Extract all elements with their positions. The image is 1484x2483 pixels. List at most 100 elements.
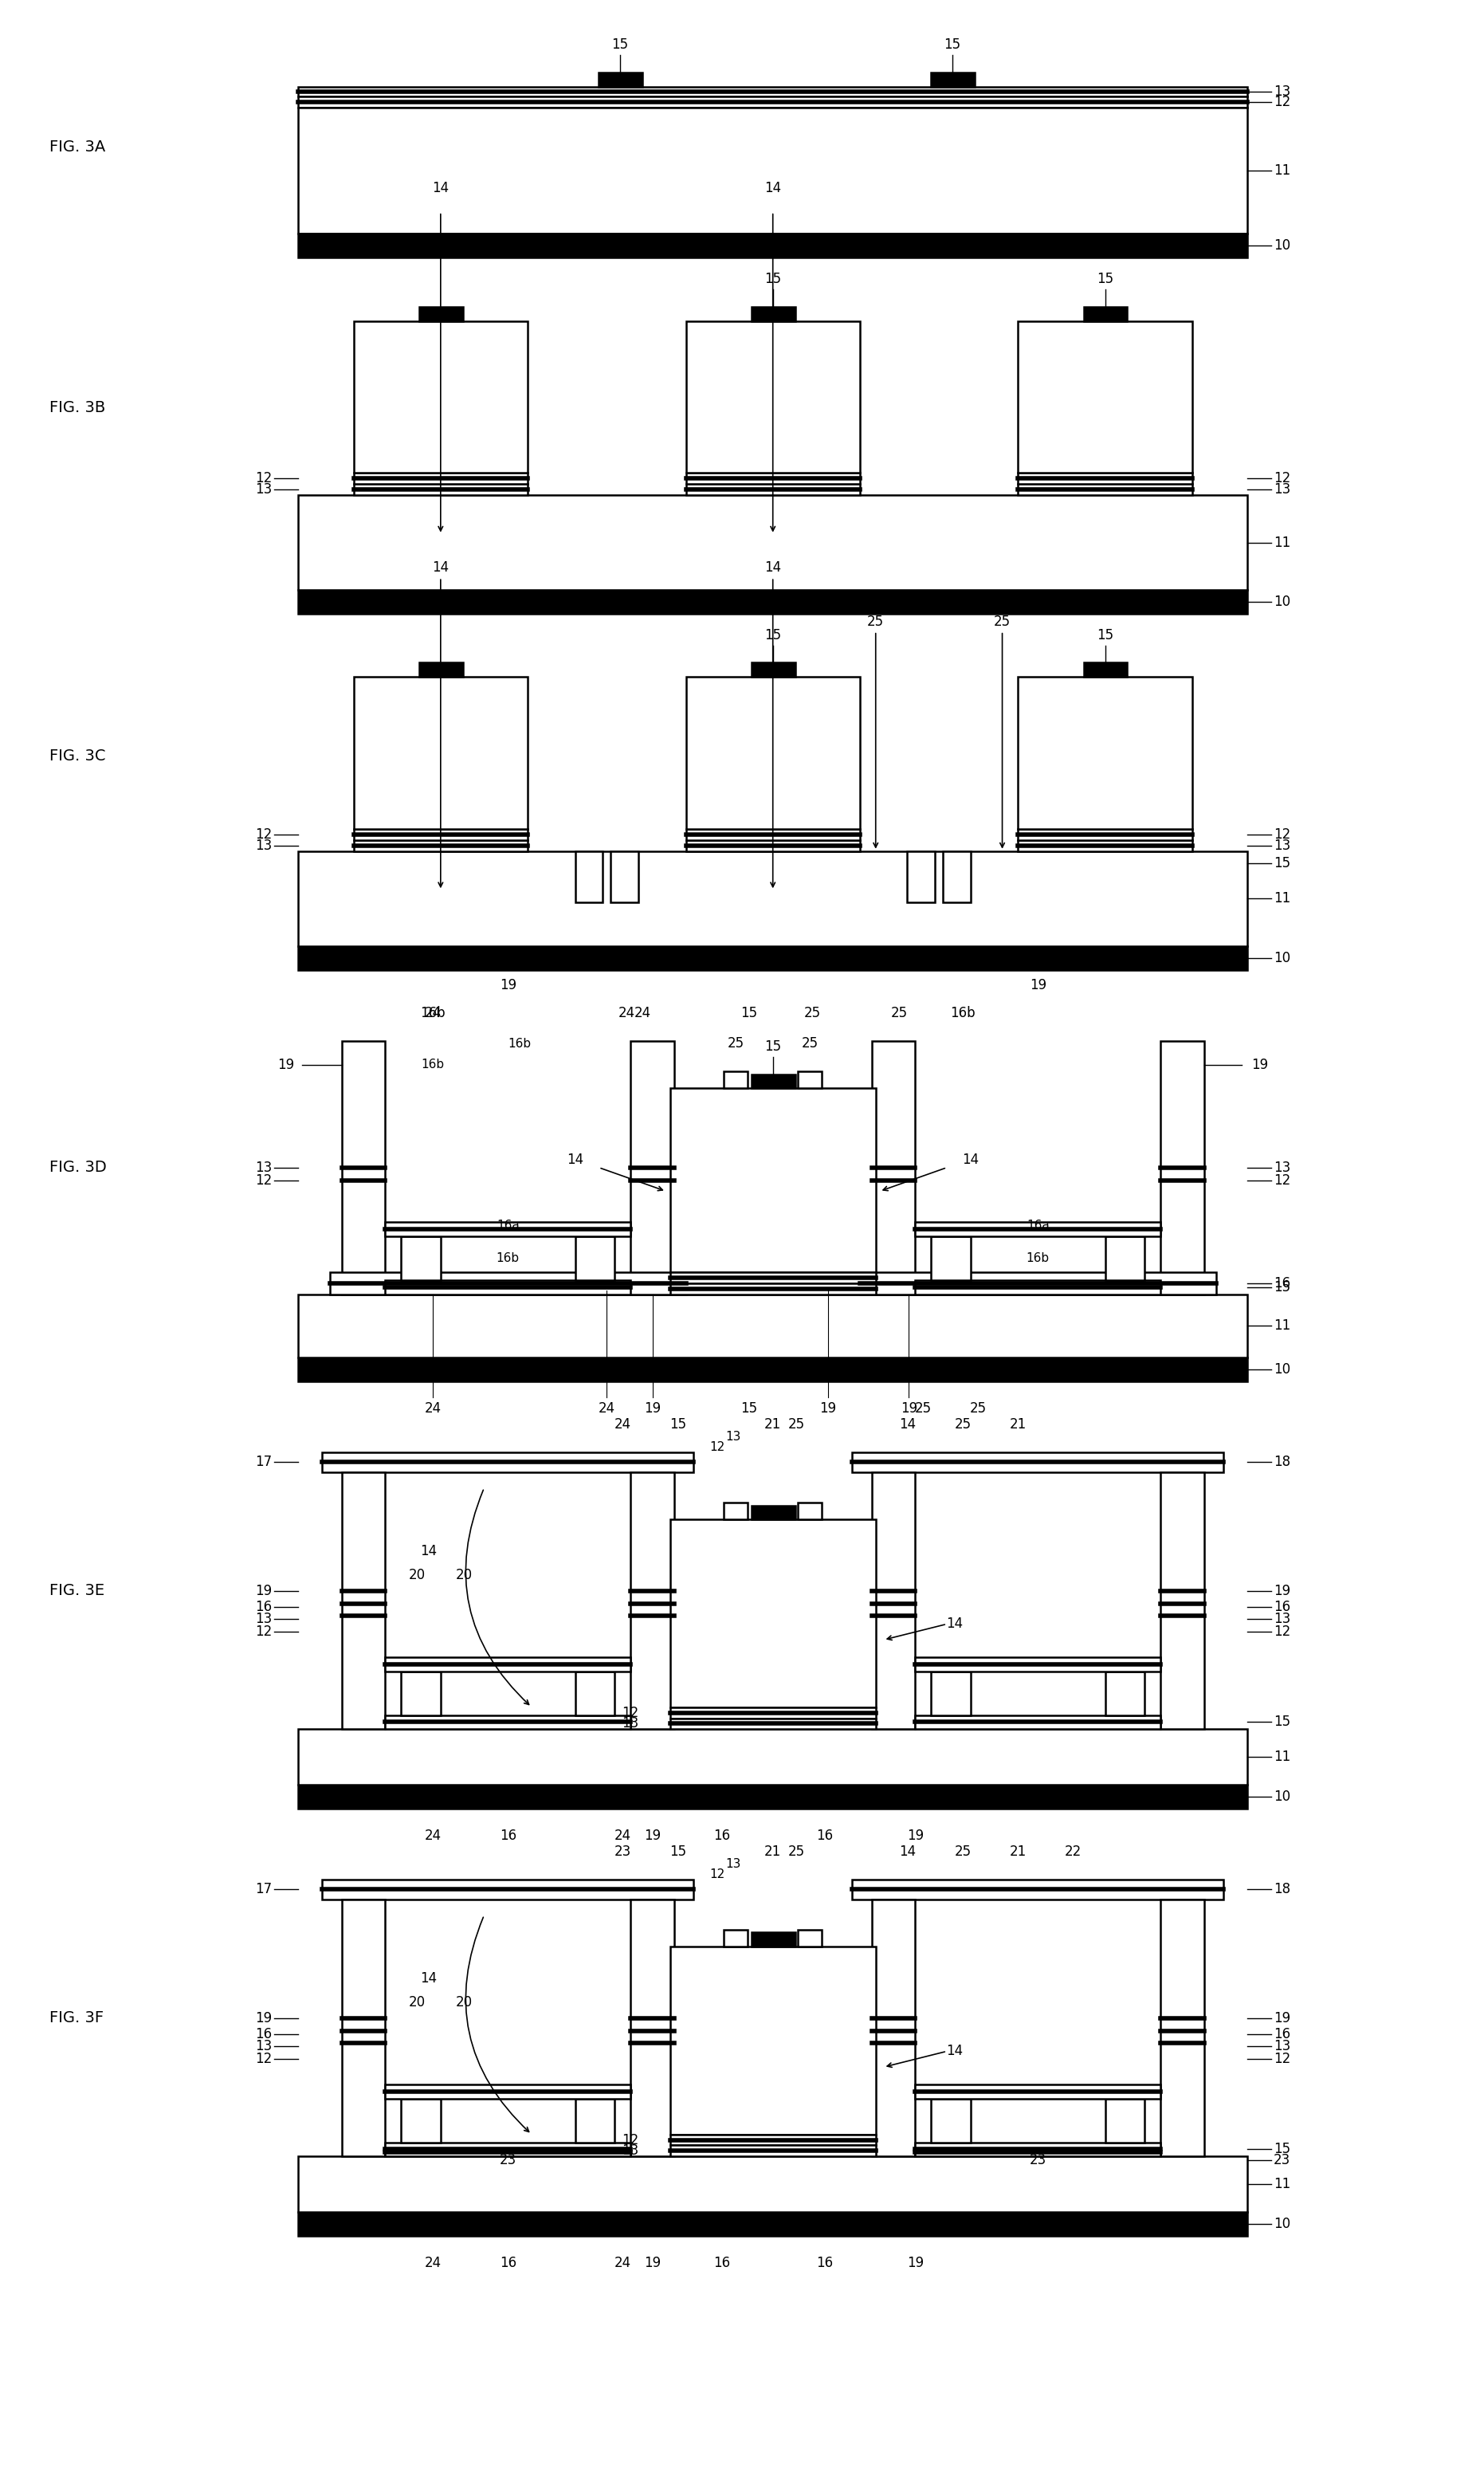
Text: 16: 16 — [816, 1830, 833, 1842]
Text: 14: 14 — [432, 181, 450, 196]
Bar — [298, 591, 1248, 613]
Text: 15: 15 — [611, 37, 629, 52]
Text: 13: 13 — [1273, 84, 1291, 99]
Text: 16b: 16b — [420, 1006, 445, 1021]
Text: 25: 25 — [801, 1035, 819, 1050]
Text: 15: 15 — [669, 1418, 686, 1433]
Text: 25: 25 — [788, 1845, 804, 1860]
Bar — [420, 308, 463, 320]
Text: 24: 24 — [614, 1418, 631, 1433]
Text: 16: 16 — [816, 2257, 833, 2269]
Bar — [871, 1472, 916, 1728]
Text: 24: 24 — [424, 1403, 441, 1415]
Bar — [1083, 308, 1128, 320]
Bar — [386, 2086, 631, 2098]
Text: 17: 17 — [255, 1882, 272, 1897]
Bar — [341, 1040, 386, 1294]
Bar — [322, 1453, 693, 1472]
Bar — [669, 1088, 876, 1271]
Text: FIG. 3D: FIG. 3D — [49, 1160, 107, 1174]
Text: 15: 15 — [1273, 2143, 1291, 2158]
Bar — [852, 1453, 1224, 1472]
Bar — [576, 2098, 614, 2143]
Bar — [631, 1899, 674, 2155]
Bar — [386, 1716, 631, 1728]
Text: 12: 12 — [1273, 94, 1291, 109]
Bar — [298, 107, 1248, 233]
Text: 12: 12 — [1273, 827, 1291, 842]
Text: 20: 20 — [408, 1567, 426, 1582]
Text: 15: 15 — [1097, 628, 1113, 643]
Text: 19: 19 — [1251, 1058, 1269, 1073]
Bar — [798, 1502, 822, 1520]
Text: 21: 21 — [764, 1418, 781, 1433]
Bar — [1018, 320, 1192, 472]
Bar — [686, 320, 859, 472]
Text: 14: 14 — [947, 1616, 963, 1631]
Text: 12: 12 — [255, 1624, 272, 1639]
Text: 16a: 16a — [496, 1219, 519, 1232]
Text: 15: 15 — [1273, 857, 1291, 869]
Text: 16b: 16b — [496, 1251, 519, 1264]
Bar — [631, 1040, 674, 1294]
Text: 16b: 16b — [421, 1058, 444, 1070]
Text: 13: 13 — [1273, 2039, 1291, 2053]
Text: FIG. 3E: FIG. 3E — [49, 1584, 104, 1599]
Bar — [686, 829, 859, 839]
Text: 16b: 16b — [508, 1038, 531, 1050]
Text: 14: 14 — [947, 2044, 963, 2058]
Bar — [669, 1284, 876, 1294]
Text: 12: 12 — [709, 1867, 726, 1880]
Text: 15: 15 — [741, 1403, 757, 1415]
Text: 17: 17 — [255, 1455, 272, 1470]
Text: 18: 18 — [1273, 1882, 1291, 1897]
Text: 13: 13 — [622, 2143, 638, 2158]
Text: 12: 12 — [1273, 472, 1291, 487]
Text: 19: 19 — [644, 2257, 660, 2269]
Text: 20: 20 — [408, 1994, 426, 2009]
Bar — [600, 72, 643, 87]
Text: 11: 11 — [1273, 2178, 1291, 2192]
Text: 10: 10 — [1273, 1790, 1291, 1803]
Text: 14: 14 — [764, 561, 781, 576]
Text: 16: 16 — [255, 1599, 272, 1614]
Text: 15: 15 — [944, 37, 960, 52]
Bar — [386, 2148, 631, 2155]
Text: 11: 11 — [1273, 164, 1291, 179]
Bar — [686, 678, 859, 829]
Text: 14: 14 — [962, 1152, 979, 1167]
Text: 25: 25 — [954, 1418, 971, 1433]
Text: 19: 19 — [819, 1403, 837, 1415]
Text: 19: 19 — [907, 2257, 923, 2269]
Text: 12: 12 — [1273, 2051, 1291, 2066]
Text: 25: 25 — [914, 1403, 932, 1415]
Bar — [871, 1899, 916, 2155]
Bar — [751, 1505, 795, 1520]
Bar — [669, 2145, 876, 2155]
Text: 24: 24 — [598, 1403, 616, 1415]
Text: 13: 13 — [255, 2039, 272, 2053]
Text: 20: 20 — [456, 1994, 473, 2009]
Bar — [669, 1271, 876, 1284]
Bar — [930, 72, 975, 87]
Bar — [669, 1718, 876, 1728]
Text: 19: 19 — [644, 1403, 660, 1415]
Bar — [751, 1932, 795, 1947]
Bar — [669, 1520, 876, 1708]
Text: 15: 15 — [1273, 1279, 1291, 1294]
Bar — [669, 2135, 876, 2145]
Text: 16: 16 — [255, 2026, 272, 2041]
Bar — [669, 1708, 876, 1718]
Text: 25: 25 — [788, 1418, 804, 1433]
Text: 10: 10 — [1273, 2217, 1291, 2230]
Bar — [930, 1671, 971, 1716]
Text: FIG. 3A: FIG. 3A — [49, 139, 105, 154]
Bar — [298, 2155, 1248, 2212]
Text: 13: 13 — [726, 1857, 741, 1870]
Text: 11: 11 — [1273, 536, 1291, 549]
Text: 15: 15 — [764, 271, 781, 286]
Bar — [576, 1237, 614, 1279]
Text: 19: 19 — [1030, 978, 1046, 993]
Text: 16a: 16a — [1027, 1219, 1049, 1232]
Text: 24: 24 — [634, 1006, 651, 1021]
